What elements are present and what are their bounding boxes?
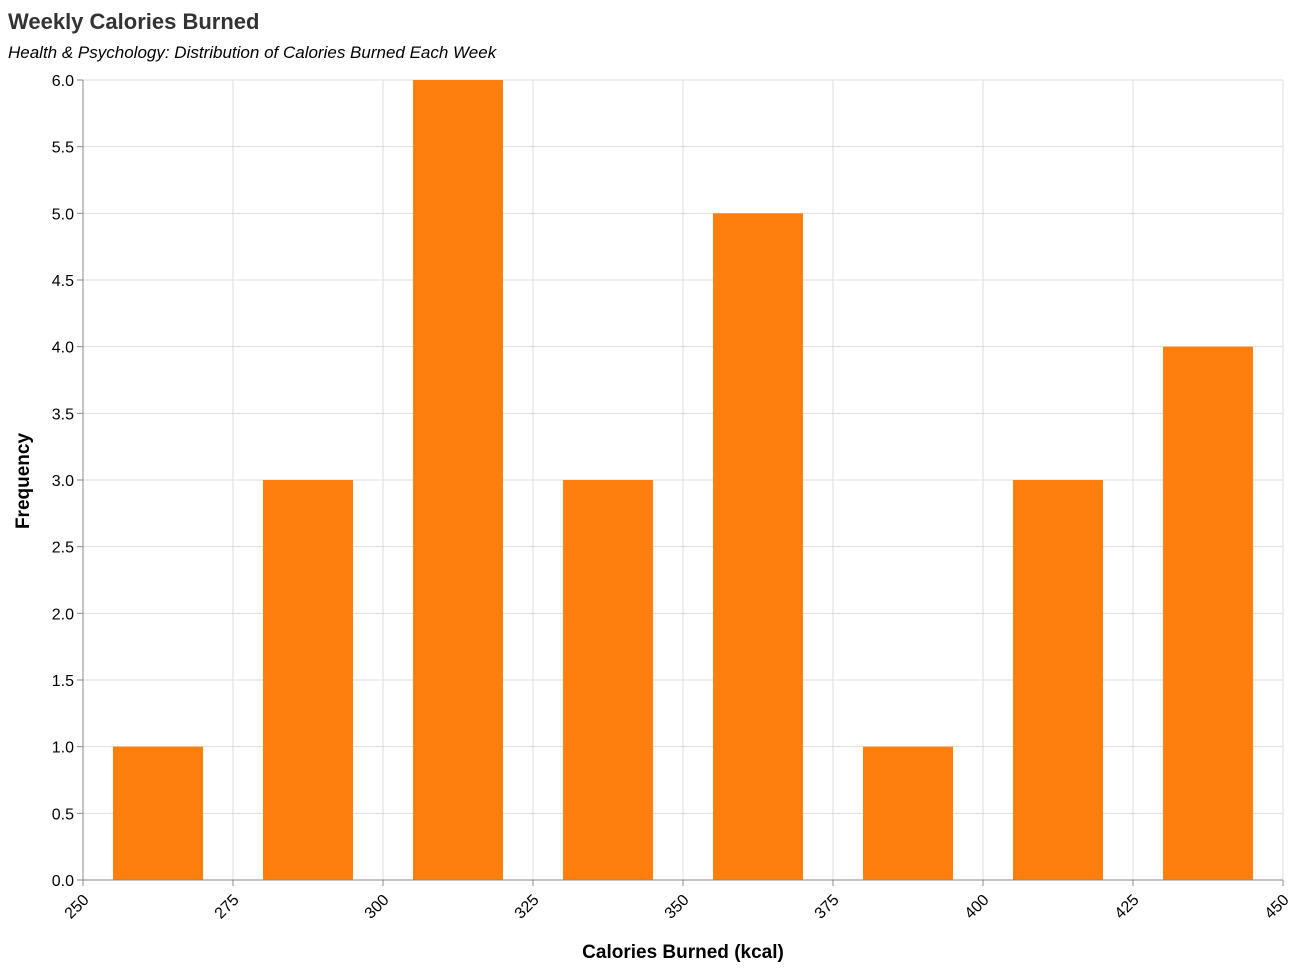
histogram-bar — [563, 480, 653, 880]
x-tick-label: 450 — [1262, 892, 1293, 923]
y-tick-label: 3.0 — [52, 473, 74, 490]
y-tick-label: 5.5 — [52, 140, 74, 157]
y-tick-label: 4.5 — [52, 273, 74, 290]
y-tick-label: 0.5 — [52, 806, 74, 823]
chart-title: Weekly Calories Burned — [8, 9, 259, 34]
y-axis-title: Frequency — [13, 433, 34, 530]
chart-subtitle: Health & Psychology: Distribution of Cal… — [8, 43, 498, 62]
y-tick-label: 2.0 — [52, 606, 74, 623]
x-tick-label: 275 — [212, 892, 243, 923]
x-tick-label: 400 — [962, 892, 993, 923]
y-tick-label: 4.0 — [52, 340, 74, 357]
x-tick-label: 375 — [812, 892, 843, 923]
histogram-bar — [113, 746, 203, 880]
y-tick-label: 1.0 — [52, 740, 74, 757]
x-tick-label: 350 — [662, 892, 693, 923]
bars — [113, 80, 1253, 881]
y-tick-label: 1.5 — [52, 673, 74, 690]
histogram-bar — [263, 480, 353, 880]
axes: 0.0 0.5 1.0 1.5 2.0 2.5 3.0 3.5 4.0 4.5 5.0 5.5 6.0 2… — [52, 73, 1293, 922]
x-tick-label: 325 — [512, 892, 543, 923]
x-tick-label: 425 — [1112, 892, 1143, 923]
x-tick-label: 300 — [362, 892, 393, 923]
histogram-bar — [413, 80, 503, 880]
histogram-bar — [1013, 480, 1103, 880]
y-tick-label: 5.0 — [52, 206, 74, 223]
y-tick-label: 2.5 — [52, 540, 74, 557]
x-tick-label: 250 — [62, 892, 93, 923]
histogram-bar — [1163, 346, 1253, 881]
y-tick-label: 6.0 — [52, 73, 74, 90]
histogram-bar — [713, 213, 803, 881]
y-tick-label: 3.5 — [52, 406, 74, 423]
histogram-bar — [863, 746, 953, 880]
x-axis-title: Calories Burned (kcal) — [582, 942, 784, 963]
y-tick-label: 0.0 — [52, 873, 74, 890]
